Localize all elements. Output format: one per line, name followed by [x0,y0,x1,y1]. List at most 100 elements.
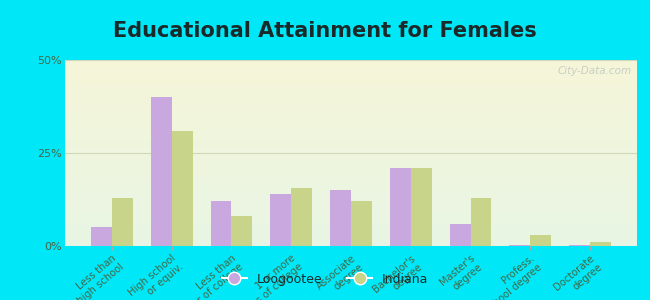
Bar [65,118,637,119]
Bar [65,114,637,116]
Bar [65,187,637,188]
Bar [65,179,637,181]
Bar [65,238,637,240]
Bar [65,203,637,205]
Bar [65,77,637,79]
Bar [65,181,637,183]
Bar [65,64,637,66]
Bar [65,205,637,207]
Bar [65,164,637,166]
Bar [65,200,637,201]
Bar [65,84,637,86]
Bar [172,131,192,246]
Bar [65,194,637,196]
Bar [65,108,637,110]
Bar [65,147,637,149]
Bar [65,69,637,71]
Bar [65,207,637,209]
Bar [65,168,637,170]
Bar [65,73,637,75]
Bar [65,151,637,153]
Bar [65,155,637,157]
Bar [65,173,637,175]
Bar [65,160,637,162]
Bar [65,192,637,194]
Bar [112,198,133,246]
Bar [65,162,637,164]
Bar [65,133,637,134]
Bar [530,235,551,246]
Bar [65,82,637,84]
Bar [65,198,637,200]
Bar [65,237,637,239]
Bar [65,88,637,90]
Bar [65,71,637,73]
Bar [65,136,637,138]
Bar [65,79,637,80]
Bar [65,101,637,103]
Bar [65,95,637,97]
Bar [65,103,637,105]
Bar [65,80,637,82]
Bar [411,168,432,246]
Bar [65,116,637,118]
Bar [65,119,637,122]
Bar [65,188,637,190]
Bar [65,244,637,246]
Bar [91,227,112,246]
Bar [65,209,637,211]
Bar [390,168,411,246]
Bar [590,242,611,246]
Bar [65,170,637,172]
Bar [65,62,637,64]
Bar [65,190,637,192]
Bar [231,216,252,246]
Bar [65,196,637,198]
Bar [65,183,637,184]
Bar [65,99,637,101]
Bar [65,112,637,114]
Bar [471,198,491,246]
Bar [65,106,637,108]
Bar [65,97,637,99]
Bar [65,105,637,106]
Bar [65,140,637,142]
Bar [65,94,637,95]
Bar [65,216,637,218]
Bar [65,172,637,173]
Bar [65,127,637,129]
Bar [211,201,231,246]
Bar [65,157,637,159]
Bar [65,242,637,244]
Bar [65,220,637,222]
Bar [510,245,530,246]
Bar [65,125,637,127]
Bar [65,68,637,69]
Text: City-Data.com: City-Data.com [557,66,631,76]
Bar [65,75,637,77]
Bar [65,123,637,125]
Bar [65,235,637,237]
Bar [65,66,637,68]
Bar [65,227,637,229]
Bar [65,177,637,179]
Bar [65,218,637,220]
Bar [65,90,637,92]
Bar [65,122,637,123]
Bar [65,175,637,177]
Bar [65,240,637,242]
Bar [65,159,637,161]
Bar [65,233,637,235]
Bar [65,211,637,212]
Bar [65,142,637,144]
Bar [65,224,637,226]
Bar [65,144,637,146]
Bar [65,129,637,131]
Bar [351,201,372,246]
Bar [569,245,590,246]
Legend: Loogootee, Indiana: Loogootee, Indiana [216,268,434,291]
Bar [65,226,637,227]
Bar [291,188,312,246]
Bar [65,60,637,62]
Bar [65,214,637,216]
